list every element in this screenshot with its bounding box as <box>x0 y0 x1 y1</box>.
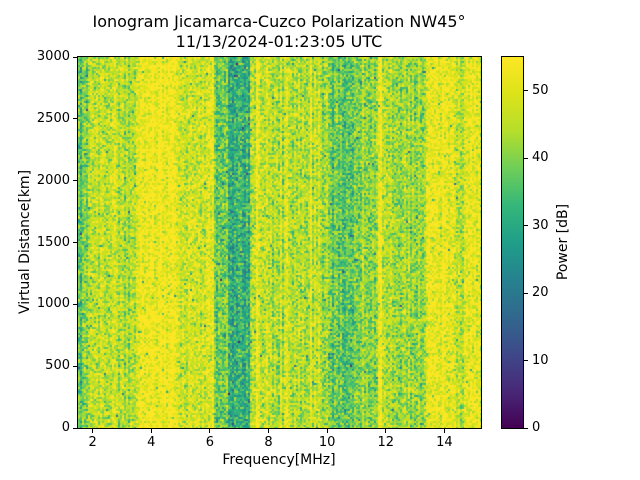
colorbar <box>501 56 524 429</box>
y-tick-label: 2500 <box>36 110 70 126</box>
x-tick-label: 8 <box>264 435 273 450</box>
y-tick-label: 1000 <box>36 296 70 312</box>
colorbar-tick-label: 40 <box>532 150 549 166</box>
chart-subtitle: 11/13/2024-01:23:05 UTC <box>175 32 383 51</box>
plot-area <box>77 56 482 429</box>
colorbar-label: Power [dB] <box>555 203 571 281</box>
colorbar-tick <box>524 427 528 429</box>
x-tick-label: 2 <box>88 435 97 450</box>
x-tick <box>268 429 269 433</box>
colorbar-tick-label: 0 <box>532 420 541 435</box>
colorbar-tick-label: 30 <box>532 217 549 233</box>
x-tick <box>92 429 94 433</box>
colorbar-tick <box>524 90 528 92</box>
x-tick <box>385 429 387 433</box>
x-tick-label: 12 <box>377 435 395 450</box>
x-tick <box>326 429 328 433</box>
colorbar-gradient <box>502 57 523 428</box>
y-tick-label: 500 <box>45 358 70 374</box>
y-tick <box>73 56 77 58</box>
colorbar-tick-label: 10 <box>532 352 549 368</box>
x-axis-label: Frequency[MHz] <box>222 452 336 468</box>
colorbar-tick-label: 20 <box>532 285 549 301</box>
y-tick <box>73 180 77 182</box>
colorbar-tick-label: 50 <box>532 82 549 98</box>
y-tick-label: 1500 <box>36 234 70 250</box>
x-tick-label: 4 <box>147 435 156 450</box>
x-tick-label: 10 <box>318 435 336 450</box>
x-tick <box>209 429 211 433</box>
colorbar-tick <box>524 292 528 294</box>
y-tick <box>73 242 77 243</box>
x-tick-label: 6 <box>205 435 215 450</box>
x-tick <box>150 429 152 433</box>
colorbar-tick <box>524 225 528 227</box>
y-tick-label: 3000 <box>36 49 70 64</box>
colorbar-tick <box>524 157 528 159</box>
y-tick <box>73 118 77 120</box>
colorbar-tick <box>524 360 528 362</box>
y-tick <box>73 303 77 305</box>
y-tick <box>73 365 77 367</box>
heatmap-canvas <box>78 57 481 428</box>
y-tick <box>73 427 77 429</box>
y-tick-label: 2000 <box>36 172 70 188</box>
chart-title: Ionogram Jicamarca-Cuzco Polarization NW… <box>92 12 466 31</box>
x-tick-label: 14 <box>436 435 453 450</box>
x-tick <box>443 429 445 433</box>
y-tick-label: 0 <box>61 420 70 435</box>
